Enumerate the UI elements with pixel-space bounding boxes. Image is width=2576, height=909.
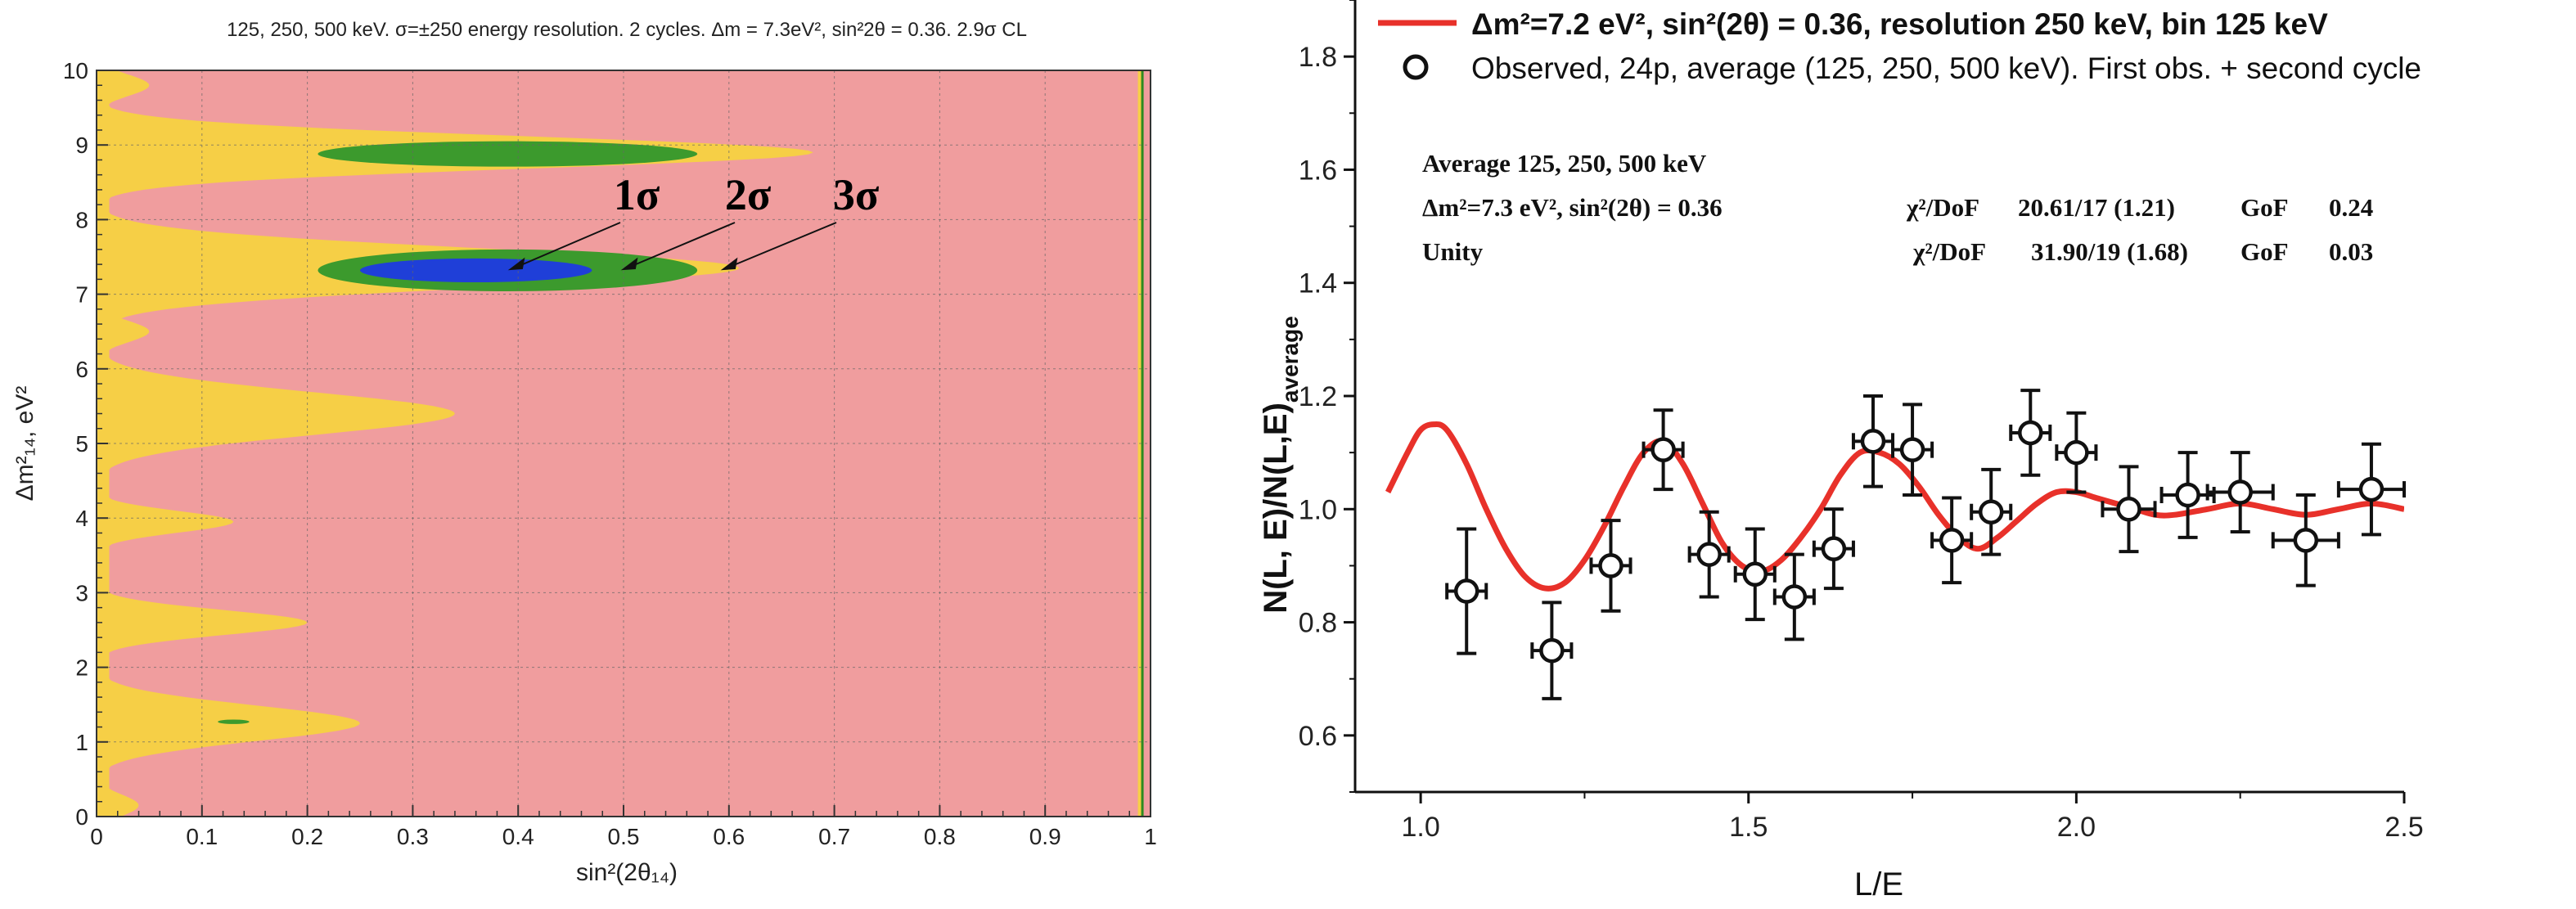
edge-strip-green <box>1141 70 1144 817</box>
x-tick-label-1: 0.1 <box>186 824 218 849</box>
ratio-x-tick-label-0: 1.0 <box>1401 812 1439 843</box>
region-2-sigma-2 <box>218 719 250 724</box>
x-tick-label-9: 0.9 <box>1029 824 1061 849</box>
observed-point-9 <box>1899 437 1925 462</box>
stats-line-model: Δm²=7.3 eV², sin²(2θ) = 0.36 <box>1422 193 1723 222</box>
stats-chi-value-1: 20.61/17 (1.21) <box>2018 193 2175 222</box>
region-2-sigma-1 <box>317 141 698 167</box>
x-tick-label-4: 0.4 <box>502 824 534 849</box>
arrowhead-3-sigma <box>720 257 738 271</box>
x-tick-label-0: 0 <box>90 824 103 849</box>
ratio-y-tick-label-3: 1.2 <box>1299 381 1337 412</box>
observed-point-4 <box>1696 542 1722 567</box>
x-tick-label-10: 1 <box>1144 824 1157 849</box>
legend-model-label: Δm²=7.2 eV², sin²(2θ) = 0.36, resolution… <box>1471 7 2328 41</box>
legend-observed-marker <box>1403 54 1429 80</box>
stats-gof-value-2: 0.03 <box>2329 237 2373 266</box>
y-tick-label-6: 6 <box>75 357 88 382</box>
observed-point-2 <box>1598 553 1624 578</box>
observed-point-15 <box>2175 482 2200 508</box>
observed-point-11 <box>1978 499 2004 524</box>
x-tick-label-8: 0.8 <box>924 824 956 849</box>
observed-point-1 <box>1539 637 1565 664</box>
ratio-x-tick-label-2: 2.0 <box>2057 812 2096 843</box>
ratio-x-tick-label-1: 1.5 <box>1729 812 1768 843</box>
observed-point-17 <box>2293 528 2319 553</box>
y-tick-label-0: 0 <box>75 804 88 830</box>
observed-point-14 <box>2116 497 2141 522</box>
observed-point-12 <box>2018 420 2043 446</box>
label-2-sigma: 2σ <box>725 170 772 219</box>
x-tick-label-6: 0.6 <box>713 824 745 849</box>
stats-chi-label-2: χ²/DoF <box>1912 237 1986 266</box>
arrow-2-sigma <box>629 222 736 268</box>
contour-title: 125, 250, 500 keV. σ=±250 energy resolut… <box>227 19 1027 41</box>
arrowhead-2-sigma <box>620 257 638 271</box>
y-tick-label-2: 2 <box>75 655 88 681</box>
ratio-y-tick-label-5: 1.6 <box>1299 155 1337 186</box>
x-tick-label-2: 0.2 <box>291 824 323 849</box>
arrowhead-1-sigma <box>507 257 525 271</box>
stats-gof-label-2: GoF <box>2240 237 2289 266</box>
observed-point-0 <box>1453 578 1479 604</box>
arrow-1-sigma <box>516 222 621 268</box>
y-tick-label-8: 8 <box>75 207 88 232</box>
x-tick-label-7: 0.7 <box>818 824 850 849</box>
ratio-y-tick-label-6: 1.8 <box>1299 42 1337 73</box>
y-tick-label-5: 5 <box>75 431 88 457</box>
legend-observed-label: Observed, 24p, average (125, 250, 500 ke… <box>1471 52 2421 85</box>
stats-gof-value-1: 0.24 <box>2329 193 2373 222</box>
label-3-sigma: 3σ <box>833 170 880 219</box>
observed-point-18 <box>2358 476 2385 502</box>
observed-point-10 <box>1939 528 1965 553</box>
observed-point-3 <box>1651 437 1676 462</box>
sigma-arrows <box>507 222 837 271</box>
y-tick-label-10: 10 <box>63 58 88 83</box>
ratio-y-tick-label-2: 1.0 <box>1299 494 1337 525</box>
ratio-ylabel-main: N(L, E)/N(L,E) <box>1258 403 1294 614</box>
ratio-xlabel: L/E <box>1854 866 1903 902</box>
observed-point-7 <box>1821 536 1847 561</box>
region-1-sigma-0 <box>360 258 592 283</box>
x-tick-label-3: 0.3 <box>397 824 429 849</box>
stats-line-unity: Unity <box>1422 237 1484 266</box>
stats-box: Average 125, 250, 500 keV Δm²=7.3 eV², s… <box>1422 149 2373 266</box>
ratio-ylabel-subscript: average <box>1277 316 1303 403</box>
stats-chi-label-1: χ²/DoF <box>1906 193 1979 222</box>
observed-point-13 <box>2064 439 2089 466</box>
y-tick-label-7: 7 <box>75 282 88 308</box>
arrow-3-sigma <box>729 222 837 268</box>
stats-line-average: Average 125, 250, 500 keV <box>1422 149 1707 178</box>
ratio-y-tick-label-0: 0.6 <box>1299 721 1337 752</box>
y-tick-label-1: 1 <box>75 730 88 755</box>
contour-ylabel: Δm²₁₄, eV² <box>11 386 38 502</box>
x-tick-label-5: 0.5 <box>608 824 640 849</box>
ratio-y-tick-label-1: 0.8 <box>1299 608 1337 639</box>
stats-gof-label-1: GoF <box>2240 193 2289 222</box>
observed-point-6 <box>1781 584 1808 610</box>
observed-point-5 <box>1742 561 1768 587</box>
contour-axis-ticks: 0 0.1 0.2 0.3 0.4 0.5 0.6 0.7 0.8 0.9 101234567891… <box>63 58 1157 849</box>
y-tick-label-3: 3 <box>75 580 88 605</box>
stats-chi-value-2: 31.90/19 (1.68) <box>2031 237 2188 266</box>
ratio-y-tick-label-4: 1.4 <box>1299 268 1337 299</box>
legend: Δm²=7.2 eV², sin²(2θ) = 0.36, resolution… <box>1378 7 2421 85</box>
observed-point-16 <box>2227 479 2253 505</box>
label-1-sigma: 1σ <box>614 170 660 219</box>
ratio-axes: 0.6 0.8 1.0 1.2 1.4 1.6 1.8 1.0 1.5 2.0 2.5 <box>1299 0 2424 843</box>
y-tick-label-4: 4 <box>75 506 88 531</box>
ratio-ylabel: N(L, E)/N(L,E)average <box>1258 316 1303 614</box>
observed-point-8 <box>1860 429 1886 454</box>
contour-grid <box>97 70 1151 817</box>
observed-points <box>1445 389 2406 700</box>
ratio-x-tick-label-3: 2.5 <box>2385 812 2423 843</box>
y-tick-label-9: 9 <box>75 133 88 158</box>
contour-xlabel: sin²(2θ₁₄) <box>576 859 678 886</box>
